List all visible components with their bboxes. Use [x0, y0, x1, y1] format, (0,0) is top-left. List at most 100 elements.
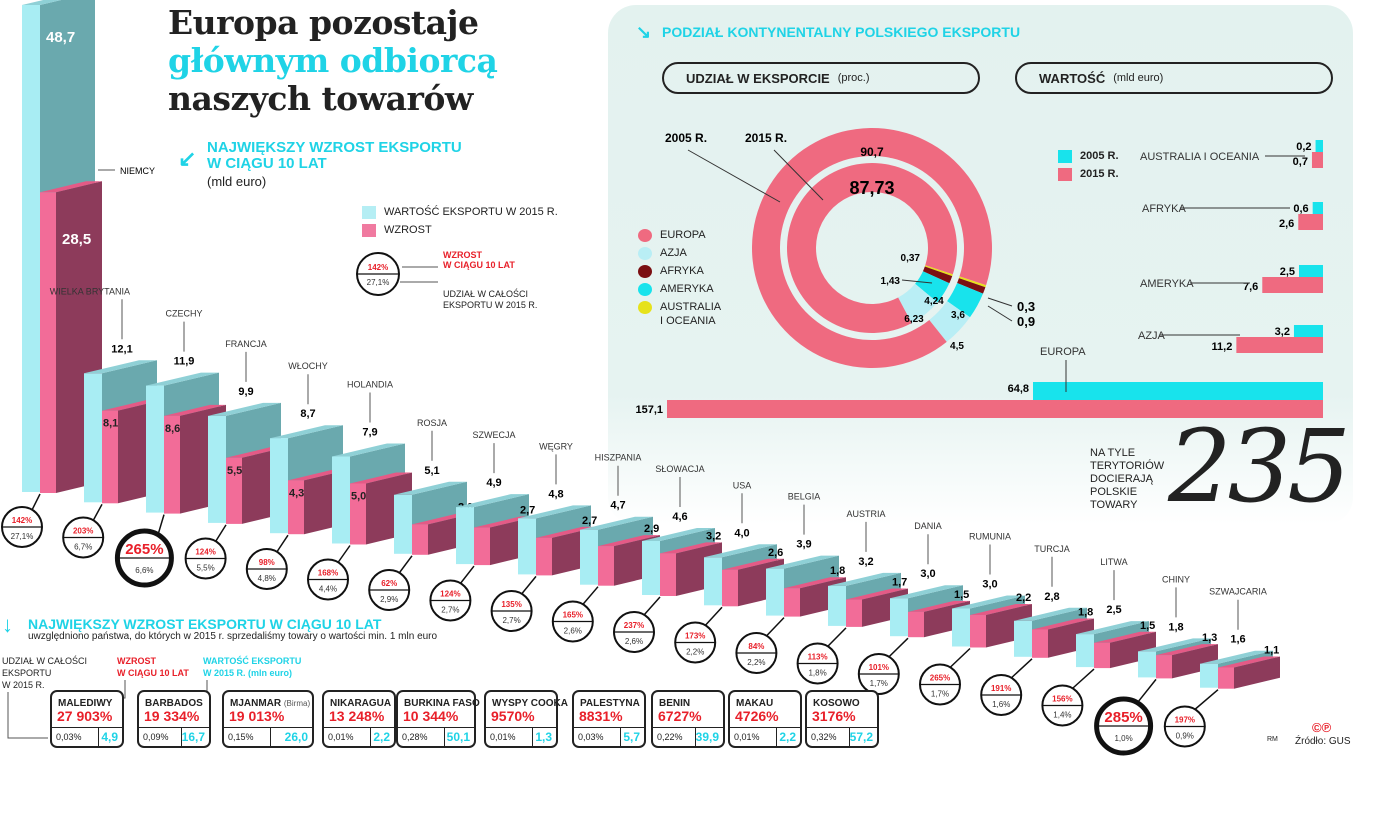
label-line: EKSPORTU W 2015 R. [443, 300, 538, 310]
share-2015: 2,9% [380, 595, 398, 604]
growth-label: 2,9 [644, 523, 659, 535]
top-growth-item: NIKARAGUA 13 248% 0,01% 2,2 [322, 690, 396, 748]
share-2015: 4,8% [258, 574, 276, 583]
value-label: 4,0 [734, 527, 749, 539]
growth-bar-front [1094, 642, 1110, 669]
value-bar-front [890, 598, 908, 637]
box-footer: 0,15% 26,0 [224, 727, 312, 746]
continent-label: AUSTRALIA I OCEANIA [1140, 151, 1260, 163]
country-name: WYSPY COOKA [492, 698, 568, 709]
country-name: KOSOWO [813, 698, 877, 709]
box-footer: 0,03% 5,7 [574, 727, 644, 746]
label-line: W CIĄGU 10 LAT [117, 668, 189, 678]
share-2015: 2,7% [441, 606, 459, 615]
growth-bar-top [1094, 631, 1156, 643]
value-2015: 7,6 [1243, 281, 1258, 293]
continent-heading: PODZIAŁ KONTYNENTALNY POLSKIEGO EKSPORTU [662, 24, 1021, 40]
growth-label: 2,7 [582, 515, 597, 527]
label-line: W 2015 R. (mln euro) [203, 668, 293, 678]
donut-slice [924, 265, 953, 277]
legend-label: AMERYKA [660, 283, 714, 295]
share-value: 0,09% [139, 728, 182, 746]
top-growth-item: KOSOWO 3176% 0,32% 57,2 [805, 690, 879, 748]
value-2005: 2,5 [1280, 266, 1295, 278]
share-2015: 2,2% [686, 648, 704, 657]
value-bar-front [208, 415, 226, 523]
legend-dot-europa [638, 228, 652, 242]
growth-label: 1,8 [1078, 606, 1093, 618]
country-label: NIEMCY [120, 166, 155, 176]
key-share: 27,1% [367, 278, 390, 287]
growth-bar-front [1156, 655, 1172, 679]
value-bar-top [84, 360, 157, 374]
growth-bar-front [846, 599, 862, 627]
country-label: ROSJA [417, 418, 447, 428]
growth-label: 3,2 [706, 530, 721, 542]
value-bar-top [1014, 607, 1087, 621]
share-value: 0,32% [807, 728, 850, 746]
value-2005: 0,6 [1293, 203, 1308, 215]
value-bar-top [1138, 638, 1211, 652]
value-bar-top [766, 555, 839, 569]
donut-chart: 90,7 87,73 4,5 3,6 0,90,3 6,234,24 1,43 0,37 200… [665, 128, 1035, 368]
box-label: WARTOŚĆ [1039, 70, 1106, 86]
share-value: 0,01% [324, 728, 371, 746]
share-2015: 6,7% [74, 543, 92, 552]
country-label: BELGIA [788, 492, 821, 502]
donut-legend: EUROPA AZJA AFRYKA AMERYKA AUSTRALIA I O… [638, 226, 721, 330]
value-label: 4,9 [486, 477, 501, 489]
share-2015: 1,0% [1114, 734, 1132, 743]
box-footer: 0,03% 4,9 [52, 727, 122, 746]
circle-connector [827, 627, 847, 648]
country-bar-group: 4,7 2,9 HISZPANIA 165% 2,6% [551, 453, 660, 643]
country-label: HOLANDIA [347, 380, 393, 390]
country-name: PALESTYNA [580, 698, 644, 709]
unit-label: (mld euro) [207, 174, 267, 189]
growth-bar-top [908, 600, 970, 612]
share-2015: 2,7% [502, 616, 520, 625]
value-label: 4,6 [672, 511, 687, 523]
growth-label: 8,6 [165, 423, 180, 435]
growth-bar-top [660, 542, 722, 554]
pointer-line [7, 692, 48, 739]
growth-bar-top [846, 588, 908, 600]
legend-label: AFRYKA [660, 265, 704, 277]
value-label: 1,8 [1168, 621, 1183, 633]
growth-pct: 142% [12, 516, 32, 525]
legend-dot-australia [638, 300, 652, 314]
legend-label: I OCEANIA [660, 315, 716, 327]
value-bar-top [952, 595, 1025, 609]
country-label: CZECHY [165, 309, 202, 319]
title-line: naszych towarów [168, 79, 473, 118]
label-line: W CIĄGU 10 LAT [443, 260, 515, 270]
growth-bar-front [474, 527, 490, 566]
legend-label: WZROST [384, 224, 432, 236]
value-bar-front [704, 557, 722, 606]
value-label: 8,7 [300, 408, 315, 420]
label-line: WZROST [443, 250, 482, 260]
share-2015: 1,7% [931, 690, 949, 699]
value-2015: 2,6 [1279, 218, 1294, 230]
circle-connector [1010, 658, 1033, 679]
text-line: TOWARY [1090, 499, 1138, 511]
growth-label: 2,7 [520, 505, 535, 517]
growth-label: 2,2 [1016, 592, 1031, 604]
name-text: PALESTYNA [580, 698, 640, 709]
growth-label: 5,5 [227, 465, 242, 477]
value-2005: 64,8 [1008, 383, 1029, 395]
circle-connector [157, 514, 165, 536]
country-name: BURKINA FASO [404, 698, 480, 709]
country-label: DANIA [914, 521, 942, 531]
share-2015: 6,6% [135, 566, 153, 575]
bar-2015 [1236, 337, 1323, 353]
growth-pct: 285% [1104, 709, 1142, 726]
pointer-line [987, 297, 1013, 307]
bar-2015 [1311, 152, 1323, 168]
arrow-down-left-icon: ↙ [178, 146, 197, 171]
growth-bar-front [660, 553, 676, 596]
legend-label: AUSTRALIA [660, 301, 722, 313]
circle-connector [1136, 678, 1157, 704]
bar-2015 [667, 400, 1323, 418]
continent-value-bar-chart: 0,2 0,7 AUSTRALIA I OCEANIA 0,6 2,6 AFRYKA 2,5… [635, 140, 1323, 418]
value-bar-top [580, 516, 653, 530]
